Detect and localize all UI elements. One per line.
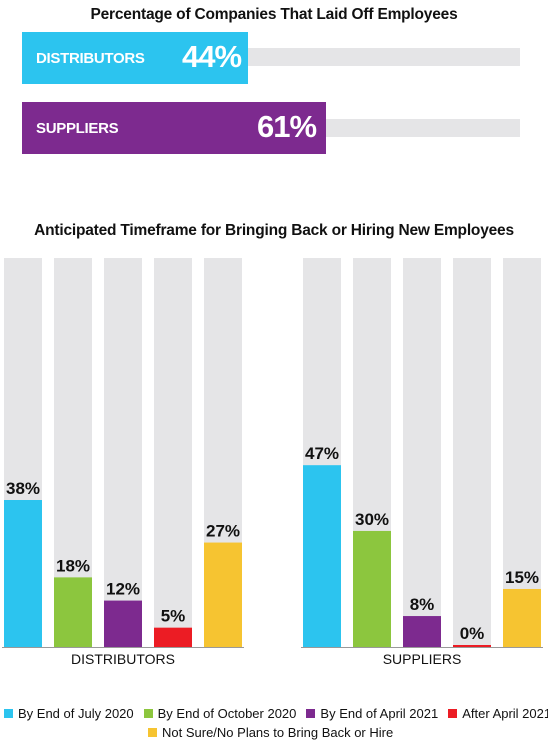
track-suppliers-4 [503, 258, 541, 647]
chart-title-layoffs: Percentage of Companies That Laid Off Em… [90, 6, 458, 23]
group-label-suppliers: SUPPLIERS [383, 651, 462, 667]
bar-label-distributors: DISTRIBUTORS [36, 50, 145, 67]
bar-suppliers-1 [353, 530, 391, 647]
legend-label-0: By End of July 2020 [18, 706, 134, 721]
value-label-distributors-2: 12% [106, 580, 140, 599]
value-label-distributors-1: 18% [56, 556, 90, 575]
legend-swatch-4 [148, 728, 157, 737]
bar-distributors-1 [54, 577, 92, 647]
bar-suppliers-4 [503, 588, 541, 647]
bar-suppliers-3 [453, 645, 491, 647]
track-distributors-2 [104, 258, 142, 647]
legend-item-4: Not Sure/No Plans to Bring Back or Hire [148, 725, 393, 740]
legend-label-2: By End of April 2021 [320, 706, 439, 721]
legend-item-3: After April 2021 [448, 706, 548, 721]
value-label-suppliers-4: 15% [505, 568, 539, 587]
bar-distributors-3 [154, 627, 192, 647]
bar-distributors-4 [204, 542, 242, 647]
chart-title-timeframe: Anticipated Timeframe for Bringing Back … [34, 222, 514, 239]
bar-distributors-2 [104, 600, 142, 647]
bar-distributors [22, 32, 248, 84]
legend-swatch-0 [4, 709, 13, 718]
track-suppliers-3 [453, 258, 491, 647]
bar-label-suppliers: SUPPLIERS [36, 120, 119, 137]
legend-swatch-2 [306, 709, 316, 718]
group-label-distributors: DISTRIBUTORS [71, 651, 175, 667]
legend-swatch-1 [143, 709, 153, 718]
legend-item-0: By End of July 2020 [4, 706, 134, 721]
track-distributors-3 [154, 258, 192, 647]
legend-label-1: By End of October 2020 [157, 706, 297, 721]
legend-item-1: By End of October 2020 [143, 706, 297, 721]
legend-item-2: By End of April 2021 [306, 706, 438, 721]
bar-value-suppliers: 61% [257, 109, 317, 144]
value-label-suppliers-2: 8% [410, 595, 435, 614]
legend-swatch-3 [448, 709, 458, 718]
legend-row-2: Not Sure/No Plans to Bring Back or Hire [148, 725, 403, 740]
legend-label-4: Not Sure/No Plans to Bring Back or Hire [162, 725, 394, 740]
bar-suppliers [22, 102, 326, 154]
value-label-distributors-4: 27% [206, 522, 240, 541]
legend-row-1: By End of July 2020 By End of October 202… [4, 706, 548, 721]
bar-distributors-0 [4, 500, 42, 647]
track-suppliers-2 [403, 258, 441, 647]
bar-value-distributors: 44% [182, 39, 242, 74]
value-label-distributors-0: 38% [6, 479, 40, 498]
bar-suppliers-0 [303, 465, 341, 647]
value-label-suppliers-1: 30% [355, 510, 389, 529]
value-label-suppliers-3: 0% [460, 624, 485, 643]
value-label-distributors-3: 5% [161, 607, 186, 626]
grouped-bar-chart: 38% 18% 12% 5% 27% DISTRIBUTORS 47% 30% 8% 0% 15% S… [2, 258, 543, 667]
value-label-suppliers-0: 47% [305, 444, 339, 463]
legend-label-3: After April 2021 [462, 706, 548, 721]
bar-suppliers-2 [403, 616, 441, 647]
